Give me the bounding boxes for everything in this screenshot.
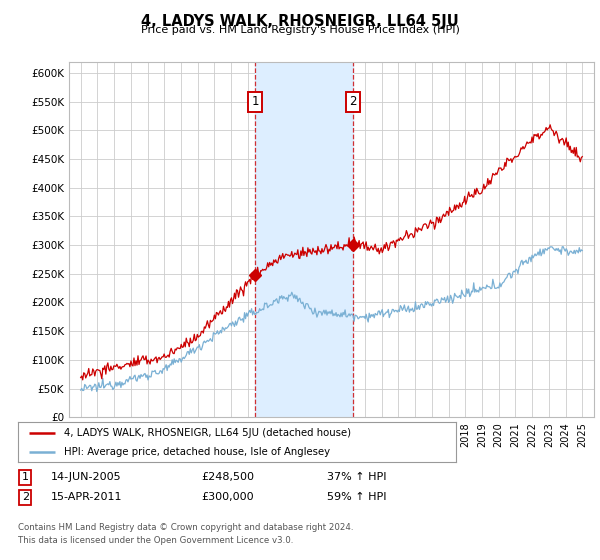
Text: 14-JUN-2005: 14-JUN-2005 <box>51 472 122 482</box>
Text: 1: 1 <box>22 472 29 482</box>
Text: 2: 2 <box>349 95 357 108</box>
Text: £300,000: £300,000 <box>201 492 254 502</box>
Text: 59% ↑ HPI: 59% ↑ HPI <box>327 492 386 502</box>
Text: 1: 1 <box>251 95 259 108</box>
Text: 4, LADYS WALK, RHOSNEIGR, LL64 5JU (detached house): 4, LADYS WALK, RHOSNEIGR, LL64 5JU (deta… <box>64 428 351 437</box>
Text: 15-APR-2011: 15-APR-2011 <box>51 492 122 502</box>
Text: Contains HM Land Registry data © Crown copyright and database right 2024.: Contains HM Land Registry data © Crown c… <box>18 523 353 532</box>
Text: £248,500: £248,500 <box>201 472 254 482</box>
Text: Price paid vs. HM Land Registry's House Price Index (HPI): Price paid vs. HM Land Registry's House … <box>140 25 460 35</box>
Bar <box>256 62 353 417</box>
Text: HPI: Average price, detached house, Isle of Anglesey: HPI: Average price, detached house, Isle… <box>64 447 330 457</box>
Text: 37% ↑ HPI: 37% ↑ HPI <box>327 472 386 482</box>
Text: This data is licensed under the Open Government Licence v3.0.: This data is licensed under the Open Gov… <box>18 536 293 545</box>
Text: 4, LADYS WALK, RHOSNEIGR, LL64 5JU: 4, LADYS WALK, RHOSNEIGR, LL64 5JU <box>141 14 459 29</box>
Text: 2: 2 <box>22 492 29 502</box>
